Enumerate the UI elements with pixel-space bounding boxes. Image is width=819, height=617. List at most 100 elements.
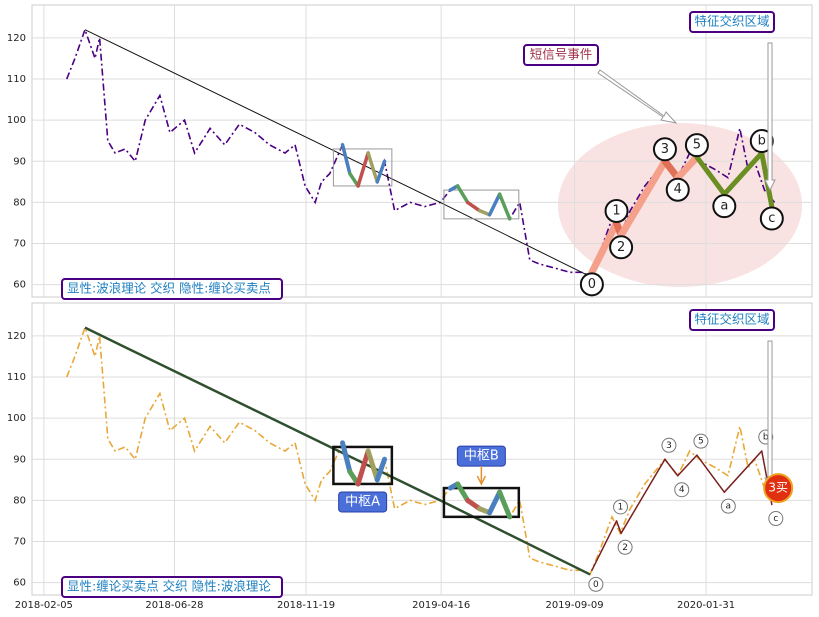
center-stroke [477, 208, 492, 217]
wave-label: 3 [666, 441, 672, 451]
wave-marker [617, 539, 633, 555]
wave-marker [613, 499, 629, 515]
tag-arrow [764, 42, 776, 192]
x-tick-label: 2019-04-16 [412, 600, 470, 611]
wave-segment [674, 153, 701, 182]
center-stroke [340, 440, 353, 475]
wave-label: c [768, 211, 775, 226]
wave-marker [749, 129, 774, 154]
wave-segment [664, 458, 679, 477]
center-stroke [487, 192, 502, 217]
y-tick-label: 90 [13, 454, 26, 465]
wave-segment [588, 219, 621, 276]
center-label-box [338, 491, 388, 513]
center-label: 中枢B [464, 449, 499, 464]
wave-marker [759, 206, 784, 231]
wave-marker [652, 137, 677, 162]
price-line [65, 325, 776, 576]
panel-frame [31, 4, 813, 298]
tag-text: 特征交织区域 [694, 14, 769, 29]
center-stroke [355, 448, 371, 487]
center-stroke [374, 456, 388, 483]
wave-marker [693, 433, 709, 449]
center-box [332, 445, 394, 486]
center-stroke [348, 171, 360, 188]
wave-label: c [773, 514, 778, 524]
wave-marker [665, 177, 690, 202]
center-stroke [356, 151, 370, 188]
buy-marker [763, 473, 794, 504]
x-tick-label: 2019-09-09 [545, 600, 603, 611]
wave-segment [617, 157, 669, 239]
y-tick-label: 80 [13, 495, 26, 506]
wave-marker [720, 498, 736, 514]
wave-segment [615, 520, 622, 535]
y-tick-label: 70 [13, 537, 26, 548]
center-stroke [455, 184, 470, 205]
center-stroke [365, 448, 380, 483]
y-tick-label: 120 [7, 331, 26, 342]
wave-marker [661, 437, 677, 453]
wave-marker [588, 576, 604, 592]
wave-segment [723, 450, 763, 493]
wave-label: 4 [679, 485, 685, 495]
center-box [442, 486, 521, 519]
y-tick-label: 80 [13, 197, 26, 208]
wave-segment [591, 520, 618, 572]
legend-text: 显性:缠论买卖点 交织 隐性:波浪理论 [67, 579, 271, 594]
wave-label: 1 [612, 203, 620, 218]
center-stroke [465, 200, 482, 213]
center-stroke [340, 143, 352, 176]
event-text: 短信号事件 [530, 47, 593, 62]
center-stroke [375, 159, 387, 184]
y-tick-label: 110 [7, 372, 26, 383]
wave-marker [674, 482, 690, 498]
y-tick-label: 100 [7, 115, 26, 126]
center-stroke [366, 151, 379, 184]
wave-marker [684, 133, 709, 158]
wave-label: 1 [618, 502, 624, 512]
wave-segment [620, 458, 666, 535]
x-tick-label: 2018-02-05 [15, 600, 73, 611]
wave-label: a [720, 199, 728, 214]
wave-marker [712, 194, 737, 219]
y-tick-label: 100 [7, 413, 26, 424]
wave-label: 2 [622, 543, 628, 553]
wave-label: 0 [588, 277, 596, 292]
trend-line [84, 326, 591, 576]
wave-label: 2 [617, 240, 625, 255]
center-box [443, 189, 520, 220]
wave-label: 5 [693, 138, 701, 153]
y-tick-label: 90 [13, 156, 26, 167]
wave-label: b [763, 433, 769, 443]
center-stroke [455, 481, 471, 503]
center-stroke [487, 489, 503, 516]
wave-label: a [726, 502, 732, 512]
x-tick-label: 2018-06-28 [145, 600, 203, 611]
panel-frame [31, 302, 813, 596]
wave-segment [694, 154, 727, 197]
wave-label: 5 [698, 437, 704, 447]
tag-box [689, 11, 775, 33]
wave-label: 3 [661, 142, 669, 157]
center-stroke [497, 192, 512, 221]
arrow [476, 466, 487, 486]
legend-box [61, 576, 283, 598]
wave-marker [609, 235, 634, 260]
y-tick-label: 70 [13, 239, 26, 250]
tag-text: 特征交织区域 [694, 312, 769, 327]
wave-segment [696, 454, 726, 493]
wave-marker [768, 511, 784, 527]
tag-box [689, 309, 775, 331]
event-box [523, 44, 599, 66]
wave-marker [604, 198, 629, 223]
center-label: 中枢A [345, 494, 380, 509]
y-tick-label: 60 [13, 280, 26, 291]
wave-label: 4 [674, 182, 682, 197]
y-tick-label: 110 [7, 74, 26, 85]
buy-label: 3买 [768, 481, 788, 495]
wave-label: b [758, 134, 766, 149]
y-tick-label: 60 [13, 578, 26, 589]
